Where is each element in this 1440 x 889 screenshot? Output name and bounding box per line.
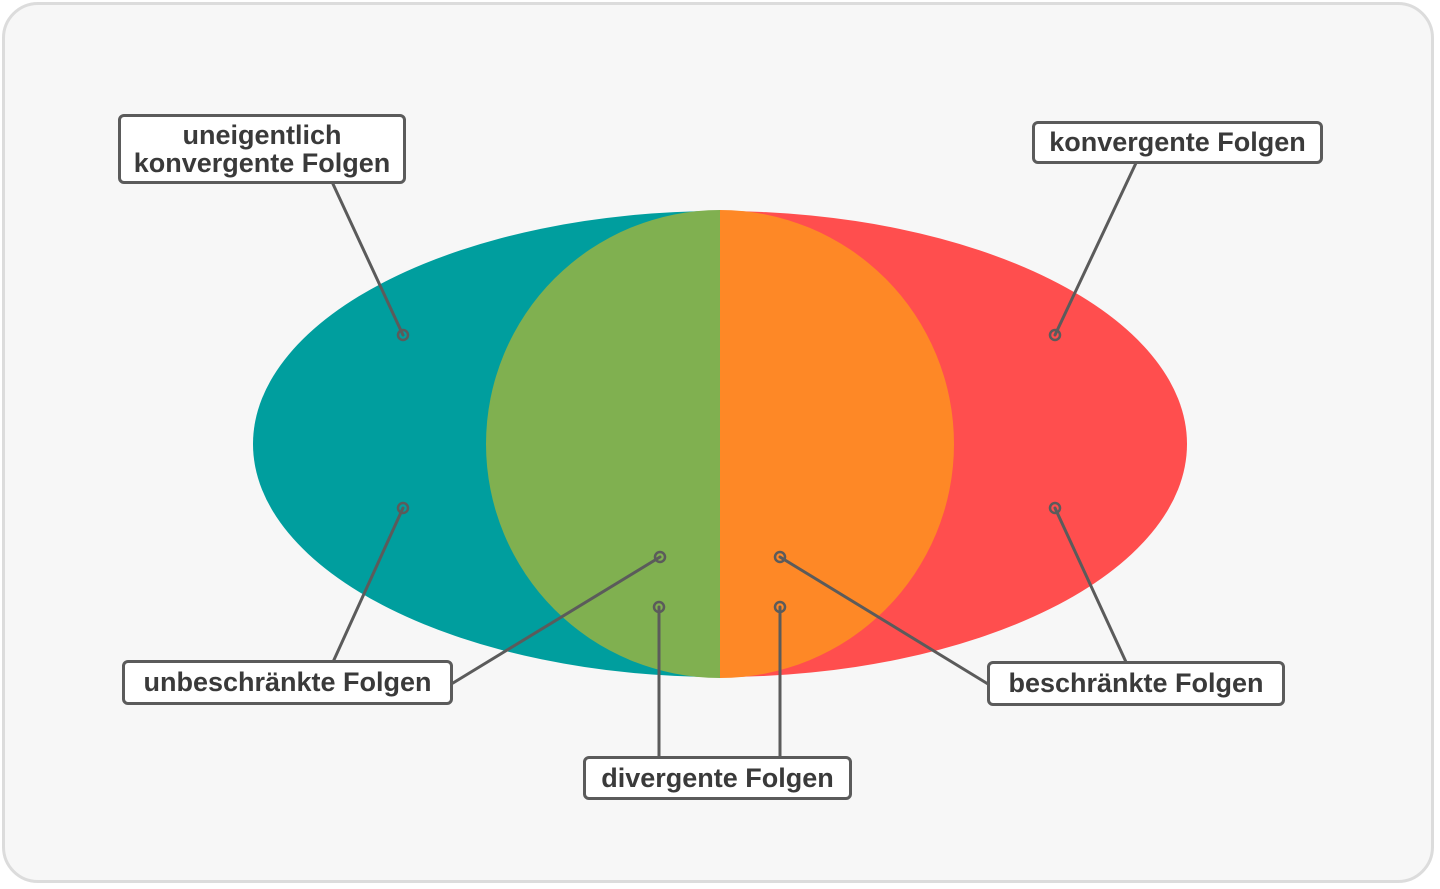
label-uneigentlich-line1: uneigentlich: [182, 119, 342, 150]
label-beschraenkte-folgen: beschränkte Folgen: [987, 661, 1285, 706]
label-divergente-text: divergente Folgen: [601, 762, 834, 793]
pin-unbeschraenkte-divergent: [653, 550, 667, 564]
connector-unbeschraenkte-divergent: [451, 555, 662, 685]
connector-beschraenkte: [1053, 506, 1128, 664]
pin-divergente-right: [773, 600, 787, 614]
label-unbeschraenkte-folgen: unbeschränkte Folgen: [122, 660, 453, 705]
label-beschraenkte-text: beschränkte Folgen: [1008, 668, 1264, 699]
label-divergente-folgen: divergente Folgen: [583, 756, 852, 800]
label-uneigentlich-konvergente-folgen: uneigentlich konvergente Folgen: [118, 114, 406, 184]
label-konvergente-text: konvergente Folgen: [1049, 127, 1306, 158]
label-konvergente-folgen: konvergente Folgen: [1032, 121, 1323, 164]
pin-beschraenkte: [1048, 501, 1062, 515]
connector-uneigentlich: [331, 182, 405, 337]
connector-konvergente: [1053, 161, 1138, 337]
label-uneigentlich-line2: konvergente Folgen: [133, 148, 391, 178]
connector-unbeschraenkte: [331, 506, 405, 664]
pin-unbeschraenkte: [396, 501, 410, 515]
connector-beschraenkte-divergent: [778, 555, 990, 686]
label-unbeschraenkte-text: unbeschränkte Folgen: [143, 667, 432, 698]
pin-konvergente: [1048, 328, 1062, 342]
pin-beschraenkte-divergent: [773, 550, 787, 564]
pin-uneigentlich: [396, 328, 410, 342]
pin-divergente-left: [652, 600, 666, 614]
